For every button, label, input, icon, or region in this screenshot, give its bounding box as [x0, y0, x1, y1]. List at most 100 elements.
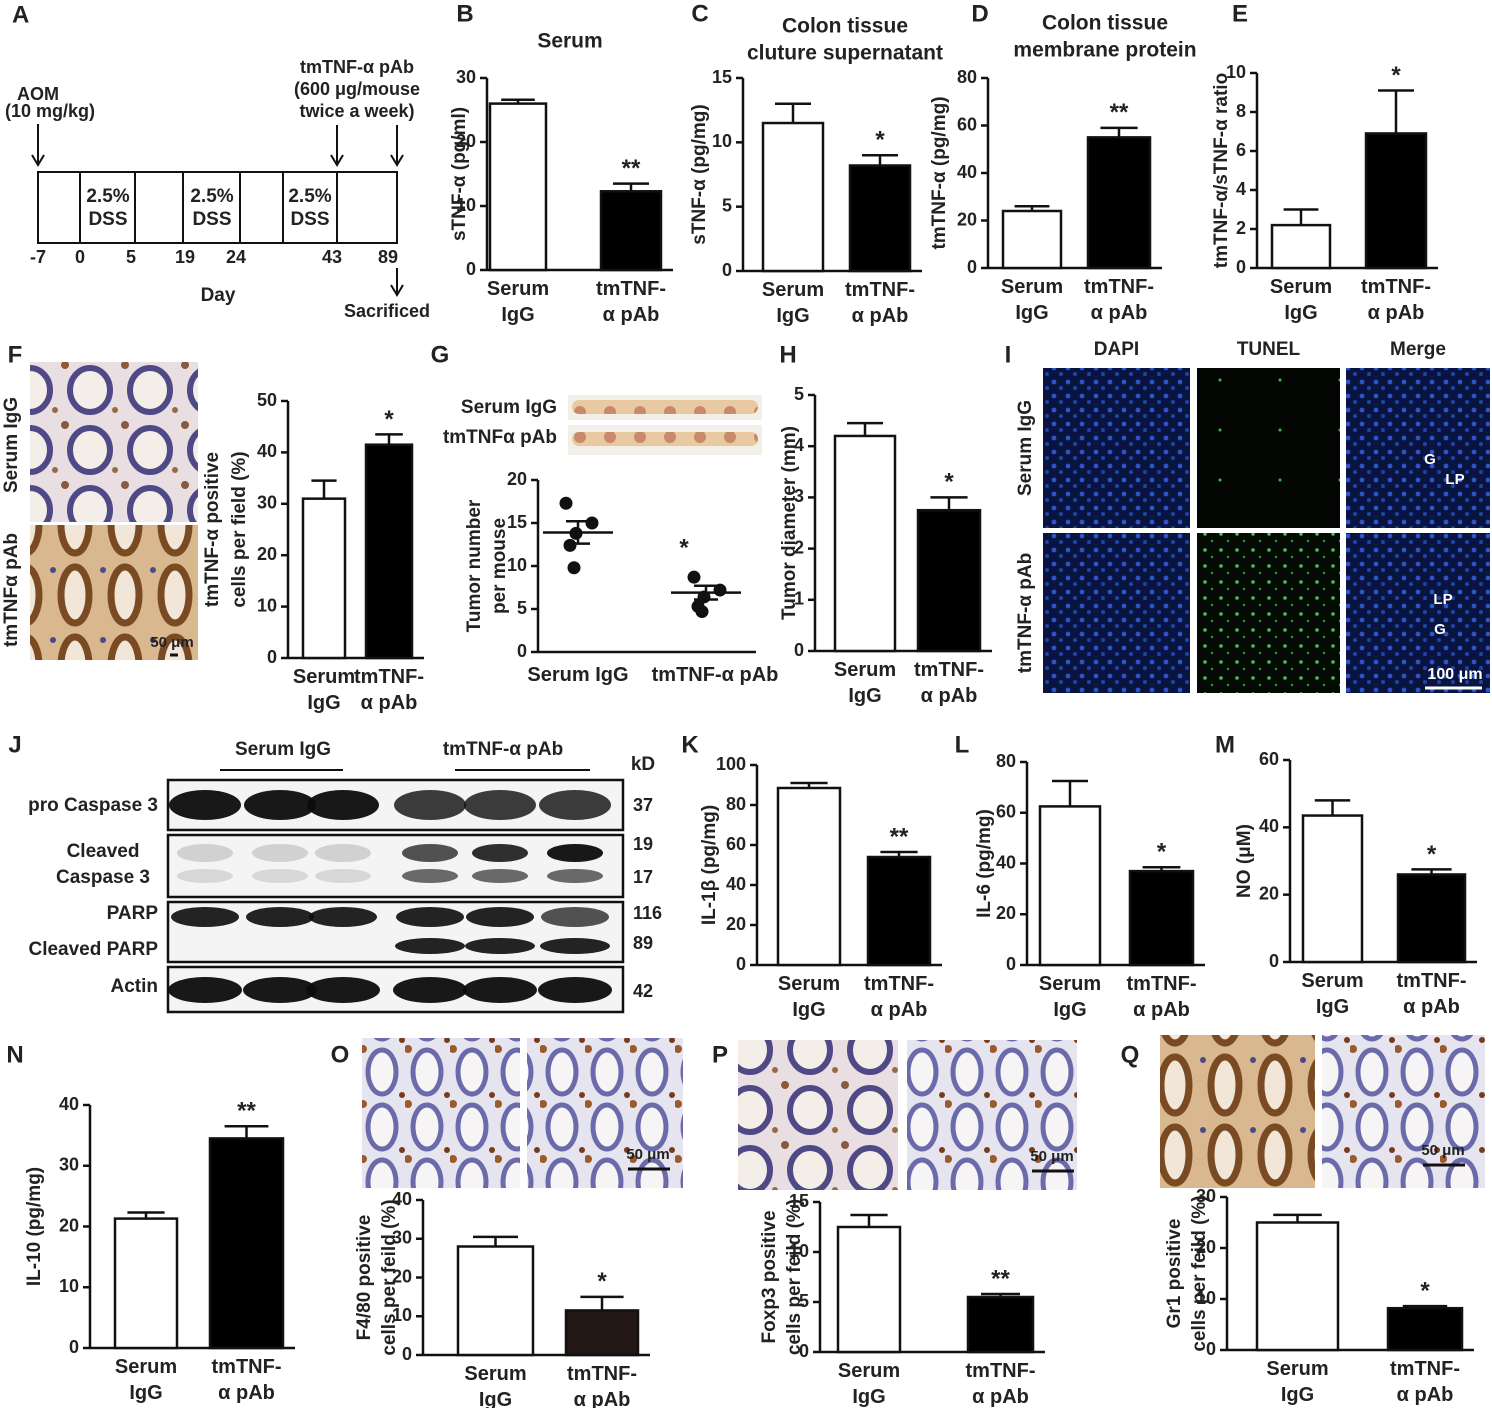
- micrograph: [1346, 533, 1490, 693]
- bar: [848, 164, 912, 273]
- y-tick-label: 60: [996, 802, 1016, 822]
- x-tick-label: tmTNF-α pAb: [1084, 276, 1154, 324]
- x-tick-label: tmTNF-α pAb: [965, 1360, 1036, 1408]
- y-tick-label: 4: [794, 435, 804, 455]
- y-axis-label: cells per field (%): [229, 451, 250, 607]
- y-tick-label: 10: [789, 1241, 809, 1261]
- scale-label: 50 μm: [1030, 1148, 1073, 1165]
- x-tick-label: Serum IgG: [1038, 973, 1102, 1021]
- blot-frame: [166, 833, 625, 899]
- bar: [1364, 132, 1428, 270]
- bar: [761, 121, 825, 273]
- x-tick-label: Serum IgG: [833, 659, 897, 707]
- y-tick-label: 0: [1206, 1339, 1216, 1359]
- x-tick-label: Serum IgG: [292, 666, 356, 714]
- y-tick-label: 20: [507, 469, 527, 489]
- blot-band: [547, 844, 603, 862]
- timeline-label: (600 μg/mouse: [294, 79, 420, 99]
- chart-title: cluture supernatant: [747, 42, 943, 65]
- y-tick-label: 50: [257, 390, 277, 410]
- blot-band: [396, 907, 464, 927]
- y-axis-label: cells per feild (%): [1189, 1195, 1210, 1351]
- blot-band: [306, 977, 380, 1003]
- treatment-label: 2.5%: [288, 186, 331, 207]
- y-tick-label: 15: [507, 512, 527, 532]
- y-axis-label: IL-6 (pg/mg): [974, 809, 995, 918]
- y-tick-label: 40: [996, 852, 1016, 872]
- chart-title: Colon tissue: [1042, 12, 1168, 35]
- panel-letter: G: [431, 341, 450, 368]
- bar: [1128, 869, 1195, 967]
- panel-letter: H: [779, 341, 796, 368]
- y-tick-label: 0: [1006, 954, 1016, 974]
- panel-letter: L: [955, 731, 970, 758]
- column-label: TUNEL: [1237, 339, 1301, 360]
- dot: [585, 516, 599, 530]
- y-tick-label: 8: [1236, 101, 1246, 121]
- bar: [488, 102, 548, 272]
- x-tick-label: Serum IgG: [464, 1363, 527, 1408]
- micrograph: [30, 362, 198, 522]
- y-tick-label: 40: [1259, 816, 1279, 836]
- blot-band: [540, 938, 610, 954]
- y-axis-label: Tumor number: [464, 499, 485, 632]
- scale-label: 50 μm: [150, 634, 193, 651]
- y-tick-label: 60: [1259, 749, 1279, 769]
- y-tick-label: 20: [59, 1215, 79, 1235]
- bar: [966, 1295, 1035, 1354]
- colon: [572, 432, 758, 446]
- y-tick-label: 2: [794, 537, 804, 557]
- y-axis-label: tmTNF-α/sTNF-α ratio: [1211, 73, 1232, 268]
- blot-band: [463, 977, 537, 1003]
- y-tick-label: 20: [257, 544, 277, 564]
- x-tick-label: Serum IgG: [1269, 276, 1333, 324]
- bar: [1386, 1306, 1464, 1352]
- blot-band: [395, 938, 465, 954]
- y-tick-label: 10: [456, 195, 476, 215]
- y-tick-label: 0: [402, 1344, 412, 1364]
- bar: [208, 1137, 285, 1350]
- scale-label: 50 μm: [1421, 1142, 1464, 1159]
- treatment-label: DSS: [290, 209, 329, 230]
- image-label: tmTNFα pAb: [1, 533, 22, 647]
- y-tick-label: 0: [1269, 951, 1279, 971]
- group-label: Serum IgG: [235, 739, 331, 760]
- y-tick-label: 5: [517, 598, 527, 618]
- kd-label: 19: [633, 834, 653, 854]
- treatment-label: 2.5%: [86, 186, 129, 207]
- image-annotation: LP: [1433, 591, 1452, 608]
- dot: [687, 570, 701, 584]
- timeline-label: AOM: [17, 84, 59, 104]
- micrograph: [1197, 533, 1340, 693]
- blot-band: [464, 790, 536, 820]
- group-label: tmTNF-α pAb: [443, 739, 563, 760]
- panel-letter: C: [691, 0, 708, 27]
- x-tick-label: Serum IgG: [1301, 970, 1364, 1018]
- panel-letter: O: [331, 1041, 350, 1068]
- y-tick-label: 5: [722, 195, 732, 215]
- significance: *: [384, 406, 394, 433]
- blot-band: [246, 907, 314, 927]
- y-axis-label: tmTNF-α positive: [202, 452, 223, 607]
- blot-band: [466, 907, 534, 927]
- image-label: tmTNFα pAb: [443, 427, 557, 448]
- arrow-head: [390, 154, 404, 167]
- y-axis-label: Tumor diameter (mm): [779, 426, 800, 620]
- x-tick-label: tmTNF-α pAb: [211, 1356, 282, 1404]
- scale-label: 100 μm: [1427, 666, 1482, 683]
- blot-band: [402, 869, 458, 883]
- y-axis-label: cells per feild (%): [379, 1199, 400, 1355]
- x-tick-label: tmTNF-α pAb: [1126, 973, 1197, 1021]
- bar: [833, 434, 897, 653]
- y-axis-label: F4/80 positive: [354, 1215, 375, 1341]
- blot-band: [472, 844, 528, 862]
- x-tick-label: tmTNF-α pAb: [845, 279, 915, 327]
- y-tick-label: 5: [794, 384, 804, 404]
- y-tick-label: 40: [59, 1094, 79, 1114]
- y-tick-label: 40: [957, 162, 977, 182]
- y-tick-label: 60: [726, 834, 746, 854]
- y-tick-label: 10: [59, 1276, 79, 1296]
- blot-band: [244, 790, 316, 820]
- y-tick-label: 10: [1196, 1288, 1216, 1308]
- x-tick-label: Serum IgG: [837, 1360, 901, 1408]
